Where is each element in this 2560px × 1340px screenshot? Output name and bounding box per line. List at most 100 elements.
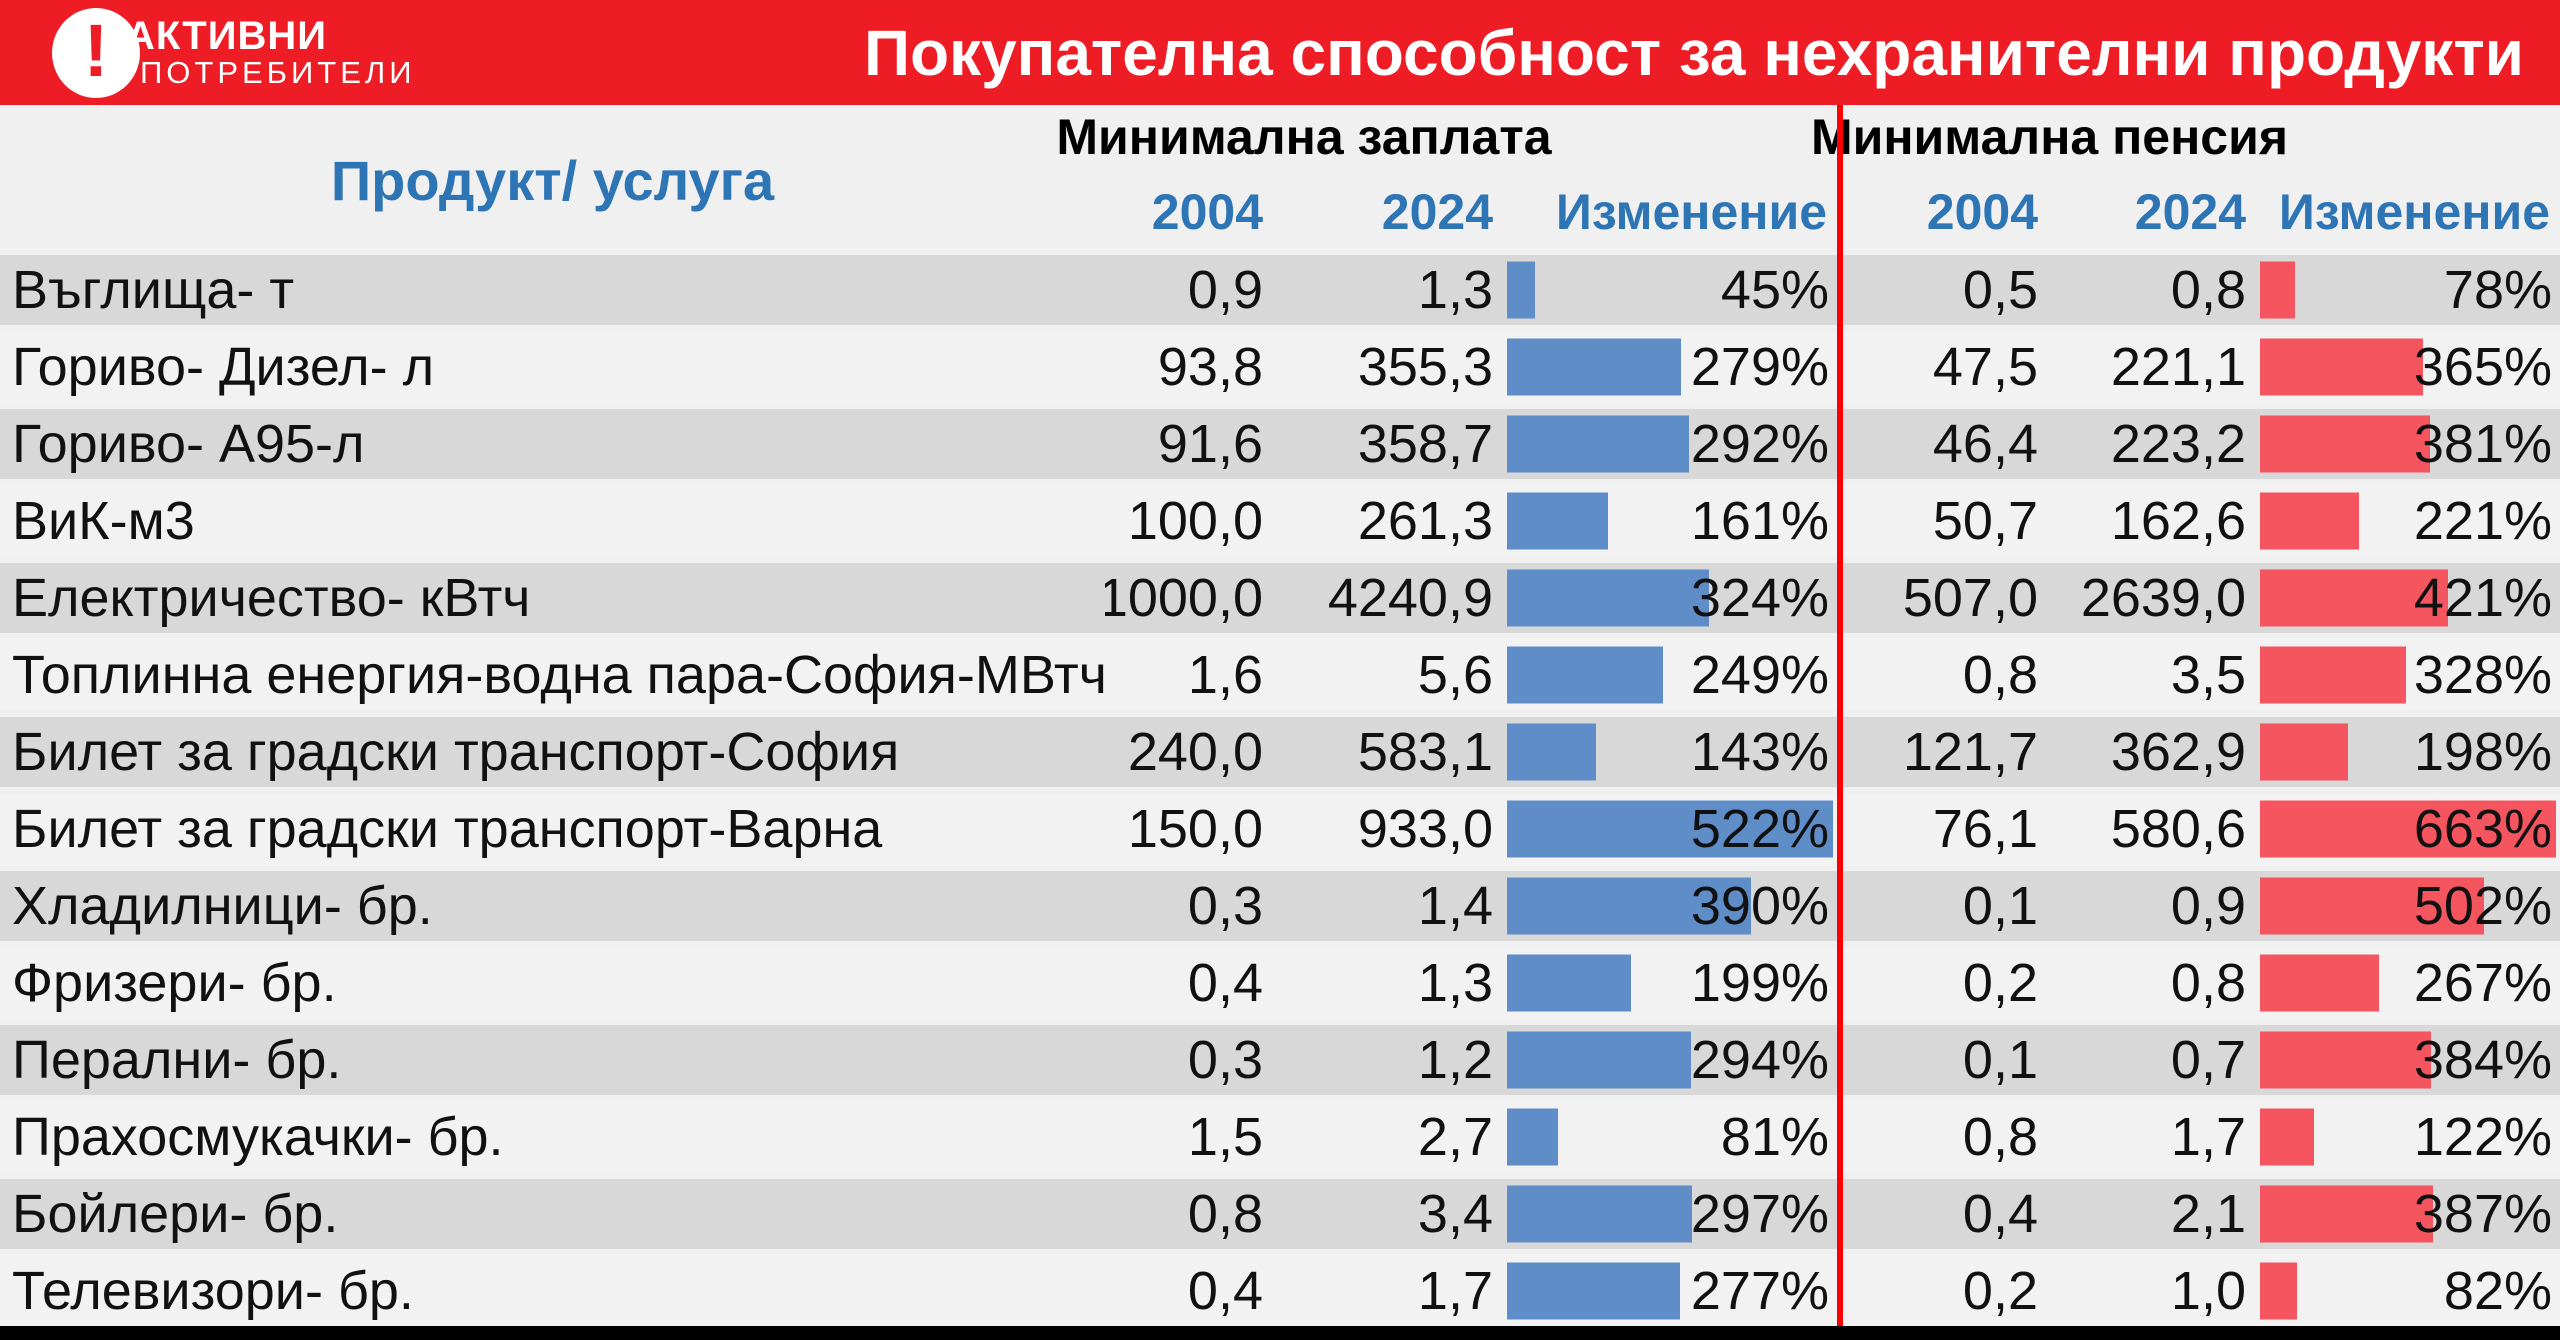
pension-change-cell: 663%: [2256, 794, 2560, 864]
product-cell: Билет за градски транспорт-София: [12, 722, 900, 782]
wage-change-value: 292%: [1690, 414, 1829, 474]
pension-change-cell: 387%: [2256, 1179, 2560, 1249]
pension-change-value: 82%: [2443, 1261, 2552, 1321]
pension-change-value: 387%: [2413, 1184, 2552, 1244]
pension-2004-cell: 0,8: [1962, 1107, 2038, 1167]
pension-change-bar: [2260, 800, 2556, 858]
logo-line2: ПОТРЕБИТЕЛИ: [140, 55, 416, 91]
product-cell: Гориво- А95-л: [12, 414, 365, 474]
pension-change-cell: 328%: [2256, 640, 2560, 710]
table-row: Телевизори- бр. 0,4 1,7 277% 0,2 1,0 82%: [0, 1256, 2560, 1326]
pension-2004-cell: 0,5: [1962, 260, 2038, 320]
table-row: Въглища- т 0,9 1,3 45% 0,5 0,8 78%: [0, 255, 2560, 325]
table-row: Електричество- кВтч 1000,0 4240,9 324% 5…: [0, 563, 2560, 633]
product-cell: Фризери- бр.: [12, 953, 337, 1013]
pension-group-header: Минимална пенсия: [1810, 109, 2289, 165]
pension-change-value: 663%: [2413, 799, 2552, 859]
pension-2004-cell: 76,1: [1932, 799, 2038, 859]
pension-2004-cell: 0,1: [1962, 876, 2038, 936]
pension-change-cell: 384%: [2256, 1025, 2560, 1095]
table-row: Перални- бр. 0,3 1,2 294% 0,1 0,7 384%: [0, 1025, 2560, 1095]
product-cell: Перални- бр.: [12, 1030, 342, 1090]
wage-change-cell: 297%: [1503, 1179, 1837, 1249]
pension-2004-cell: 0,8: [1962, 645, 2038, 705]
wage-2004-cell: 0,3: [1187, 876, 1263, 936]
wage-2004-cell: 1,5: [1187, 1107, 1263, 1167]
wage-change-cell: 324%: [1503, 563, 1837, 633]
wage-change-bar: [1507, 1031, 1691, 1089]
table-row: Прахосмукачки- бр. 1,5 2,7 81% 0,8 1,7 1…: [0, 1102, 2560, 1172]
product-cell: Телевизори- бр.: [12, 1261, 414, 1321]
product-cell: Топлинна енергия-водна пара-София-МВтч: [12, 645, 1105, 705]
wage-2024-cell: 1,7: [1417, 1261, 1493, 1321]
table-header: Продукт/ услуга Минимална заплата Минима…: [0, 105, 2560, 255]
pension-2024-cell: 221,1: [2110, 337, 2246, 397]
pension-change-value: 381%: [2413, 414, 2552, 474]
pension-change-bar: [2260, 569, 2448, 627]
wage-change-cell: 81%: [1503, 1102, 1837, 1172]
wage-2024-cell: 261,3: [1357, 491, 1493, 551]
wage-change-cell: 143%: [1503, 717, 1837, 787]
wage-2024-cell: 1,3: [1417, 260, 1493, 320]
product-cell: Хладилници- бр.: [12, 876, 433, 936]
pension-2004-cell: 507,0: [1902, 568, 2038, 628]
pension-2024-cell: 0,8: [2170, 260, 2246, 320]
pension-2004-cell: 47,5: [1932, 337, 2038, 397]
wage-2024-cell: 3,4: [1417, 1184, 1493, 1244]
group-divider-line: [1837, 105, 1843, 1326]
pension-2024-cell: 3,5: [2170, 645, 2246, 705]
pension-2024-cell: 2,1: [2170, 1184, 2246, 1244]
wage-2024-cell: 1,2: [1417, 1030, 1493, 1090]
pension-change-cell: 198%: [2256, 717, 2560, 787]
wage-change-value: 324%: [1690, 568, 1829, 628]
pension-change-value: 198%: [2413, 722, 2552, 782]
pension-2024-cell: 223,2: [2110, 414, 2246, 474]
wage-change-cell: 522%: [1503, 794, 1837, 864]
pension-2024-cell: 580,6: [2110, 799, 2246, 859]
page-title: Покупателна способност за нехранителни п…: [863, 16, 2524, 89]
product-cell: Гориво- Дизел- л: [12, 337, 435, 397]
wage-change-cell: 294%: [1503, 1025, 1837, 1095]
wage-change-bar: [1507, 1185, 1692, 1243]
wage-2004-cell: 240,0: [1127, 722, 1263, 782]
wage-2024-cell: 1,3: [1417, 953, 1493, 1013]
wage-2004-cell: 150,0: [1127, 799, 1263, 859]
wage-2004-cell: 0,3: [1187, 1030, 1263, 1090]
pension-change-bar: [2260, 646, 2406, 704]
table-row: Гориво- А95-л 91,6 358,7 292% 46,4 223,2…: [0, 409, 2560, 479]
wage-change-value: 277%: [1690, 1261, 1829, 1321]
wage-change-bar: [1507, 877, 1751, 935]
wage-change-bar: [1507, 954, 1631, 1012]
pension-2024-cell: 0,9: [2170, 876, 2246, 936]
pension-change-bar: [2260, 1108, 2314, 1166]
pension-change-value: 267%: [2413, 953, 2552, 1013]
logo-text: АКТИВНИ ПОТРЕБИТЕЛИ: [126, 15, 416, 90]
wage-2004-cell: 0,4: [1187, 953, 1263, 1013]
wage-change-bar: [1507, 800, 1833, 858]
pension-change-cell: 502%: [2256, 871, 2560, 941]
pension-change-value: 221%: [2413, 491, 2552, 551]
wage-change-cell: 277%: [1503, 1256, 1837, 1326]
product-column-header: Продукт/ услуга: [330, 148, 775, 212]
wage-change-value: 390%: [1690, 876, 1829, 936]
wage-change-bar: [1507, 261, 1535, 319]
wage-2004-cell: 0,8: [1187, 1184, 1263, 1244]
pension-2024-cell: 2639,0: [2080, 568, 2246, 628]
pension-2004-cell: 50,7: [1932, 491, 2038, 551]
wage-change-value: 81%: [1720, 1107, 1829, 1167]
table-row: Гориво- Дизел- л 93,8 355,3 279% 47,5 22…: [0, 332, 2560, 402]
wage-change-value: 294%: [1690, 1030, 1829, 1090]
wage-2024-cell: 358,7: [1357, 414, 1493, 474]
wage-2004-cell: 0,4: [1187, 1261, 1263, 1321]
pension-2024-cell: 0,7: [2170, 1030, 2246, 1090]
wage-change-value: 143%: [1690, 722, 1829, 782]
wage-change-value: 279%: [1690, 337, 1829, 397]
wage-change-bar: [1507, 338, 1681, 396]
table-row: Билет за градски транспорт-София 240,0 5…: [0, 717, 2560, 787]
wage-2004-cell: 1000,0: [1105, 568, 1263, 628]
wage-2024-cell: 355,3: [1357, 337, 1493, 397]
wage-change-bar: [1507, 1262, 1680, 1320]
wage-2004-cell: 93,8: [1157, 337, 1263, 397]
wage-2004-header: 2004: [1151, 184, 1263, 240]
